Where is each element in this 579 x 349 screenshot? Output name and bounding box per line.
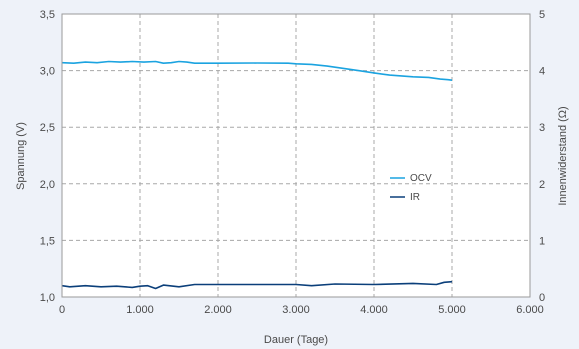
- y2-tick-label: 1: [539, 235, 545, 247]
- y2-axis-label: Innenwiderstand (Ω): [557, 106, 569, 205]
- legend: OCV IR: [390, 173, 432, 203]
- y-tick-label: 2,0: [40, 179, 55, 191]
- y-tick-label: 3,5: [40, 9, 55, 21]
- x-tick-label: 3.000: [282, 304, 310, 316]
- x-tick-label: 4.000: [360, 304, 388, 316]
- x-axis-label: Dauer (Tage): [264, 334, 328, 346]
- y-axis-label: Spannung (V): [15, 122, 27, 190]
- y-tick-label: 1,0: [40, 292, 55, 304]
- y2-tick-label: 4: [539, 66, 545, 78]
- x-tick-label: 1.000: [126, 304, 154, 316]
- series-line-ocv: [61, 60, 453, 81]
- legend-ocv-label: OCV: [410, 173, 432, 184]
- plot-border: [61, 13, 531, 298]
- x-tick-label: 6.000: [516, 304, 544, 316]
- legend-ir-label: IR: [410, 192, 420, 203]
- series-group: [61, 60, 453, 290]
- x-tick-label: 0: [59, 304, 65, 316]
- y-tick-label: 3,0: [40, 66, 55, 78]
- grid-lines: [62, 14, 530, 297]
- y-tick-label: 2,5: [40, 122, 55, 134]
- y2-tick-label: 5: [539, 9, 545, 21]
- y-tick-label: 1,5: [40, 235, 55, 247]
- series-line-ir: [61, 280, 453, 290]
- tick-labels: 0 1.000 2.000 3.000 4.000 5.000 6.000 1,0 1,5 2,0…: [40, 9, 545, 316]
- x-tick-label: 5.000: [438, 304, 466, 316]
- y2-tick-label: 0: [539, 292, 545, 304]
- y2-tick-label: 2: [539, 179, 545, 191]
- y2-tick-label: 3: [539, 122, 545, 134]
- x-tick-label: 2.000: [204, 304, 232, 316]
